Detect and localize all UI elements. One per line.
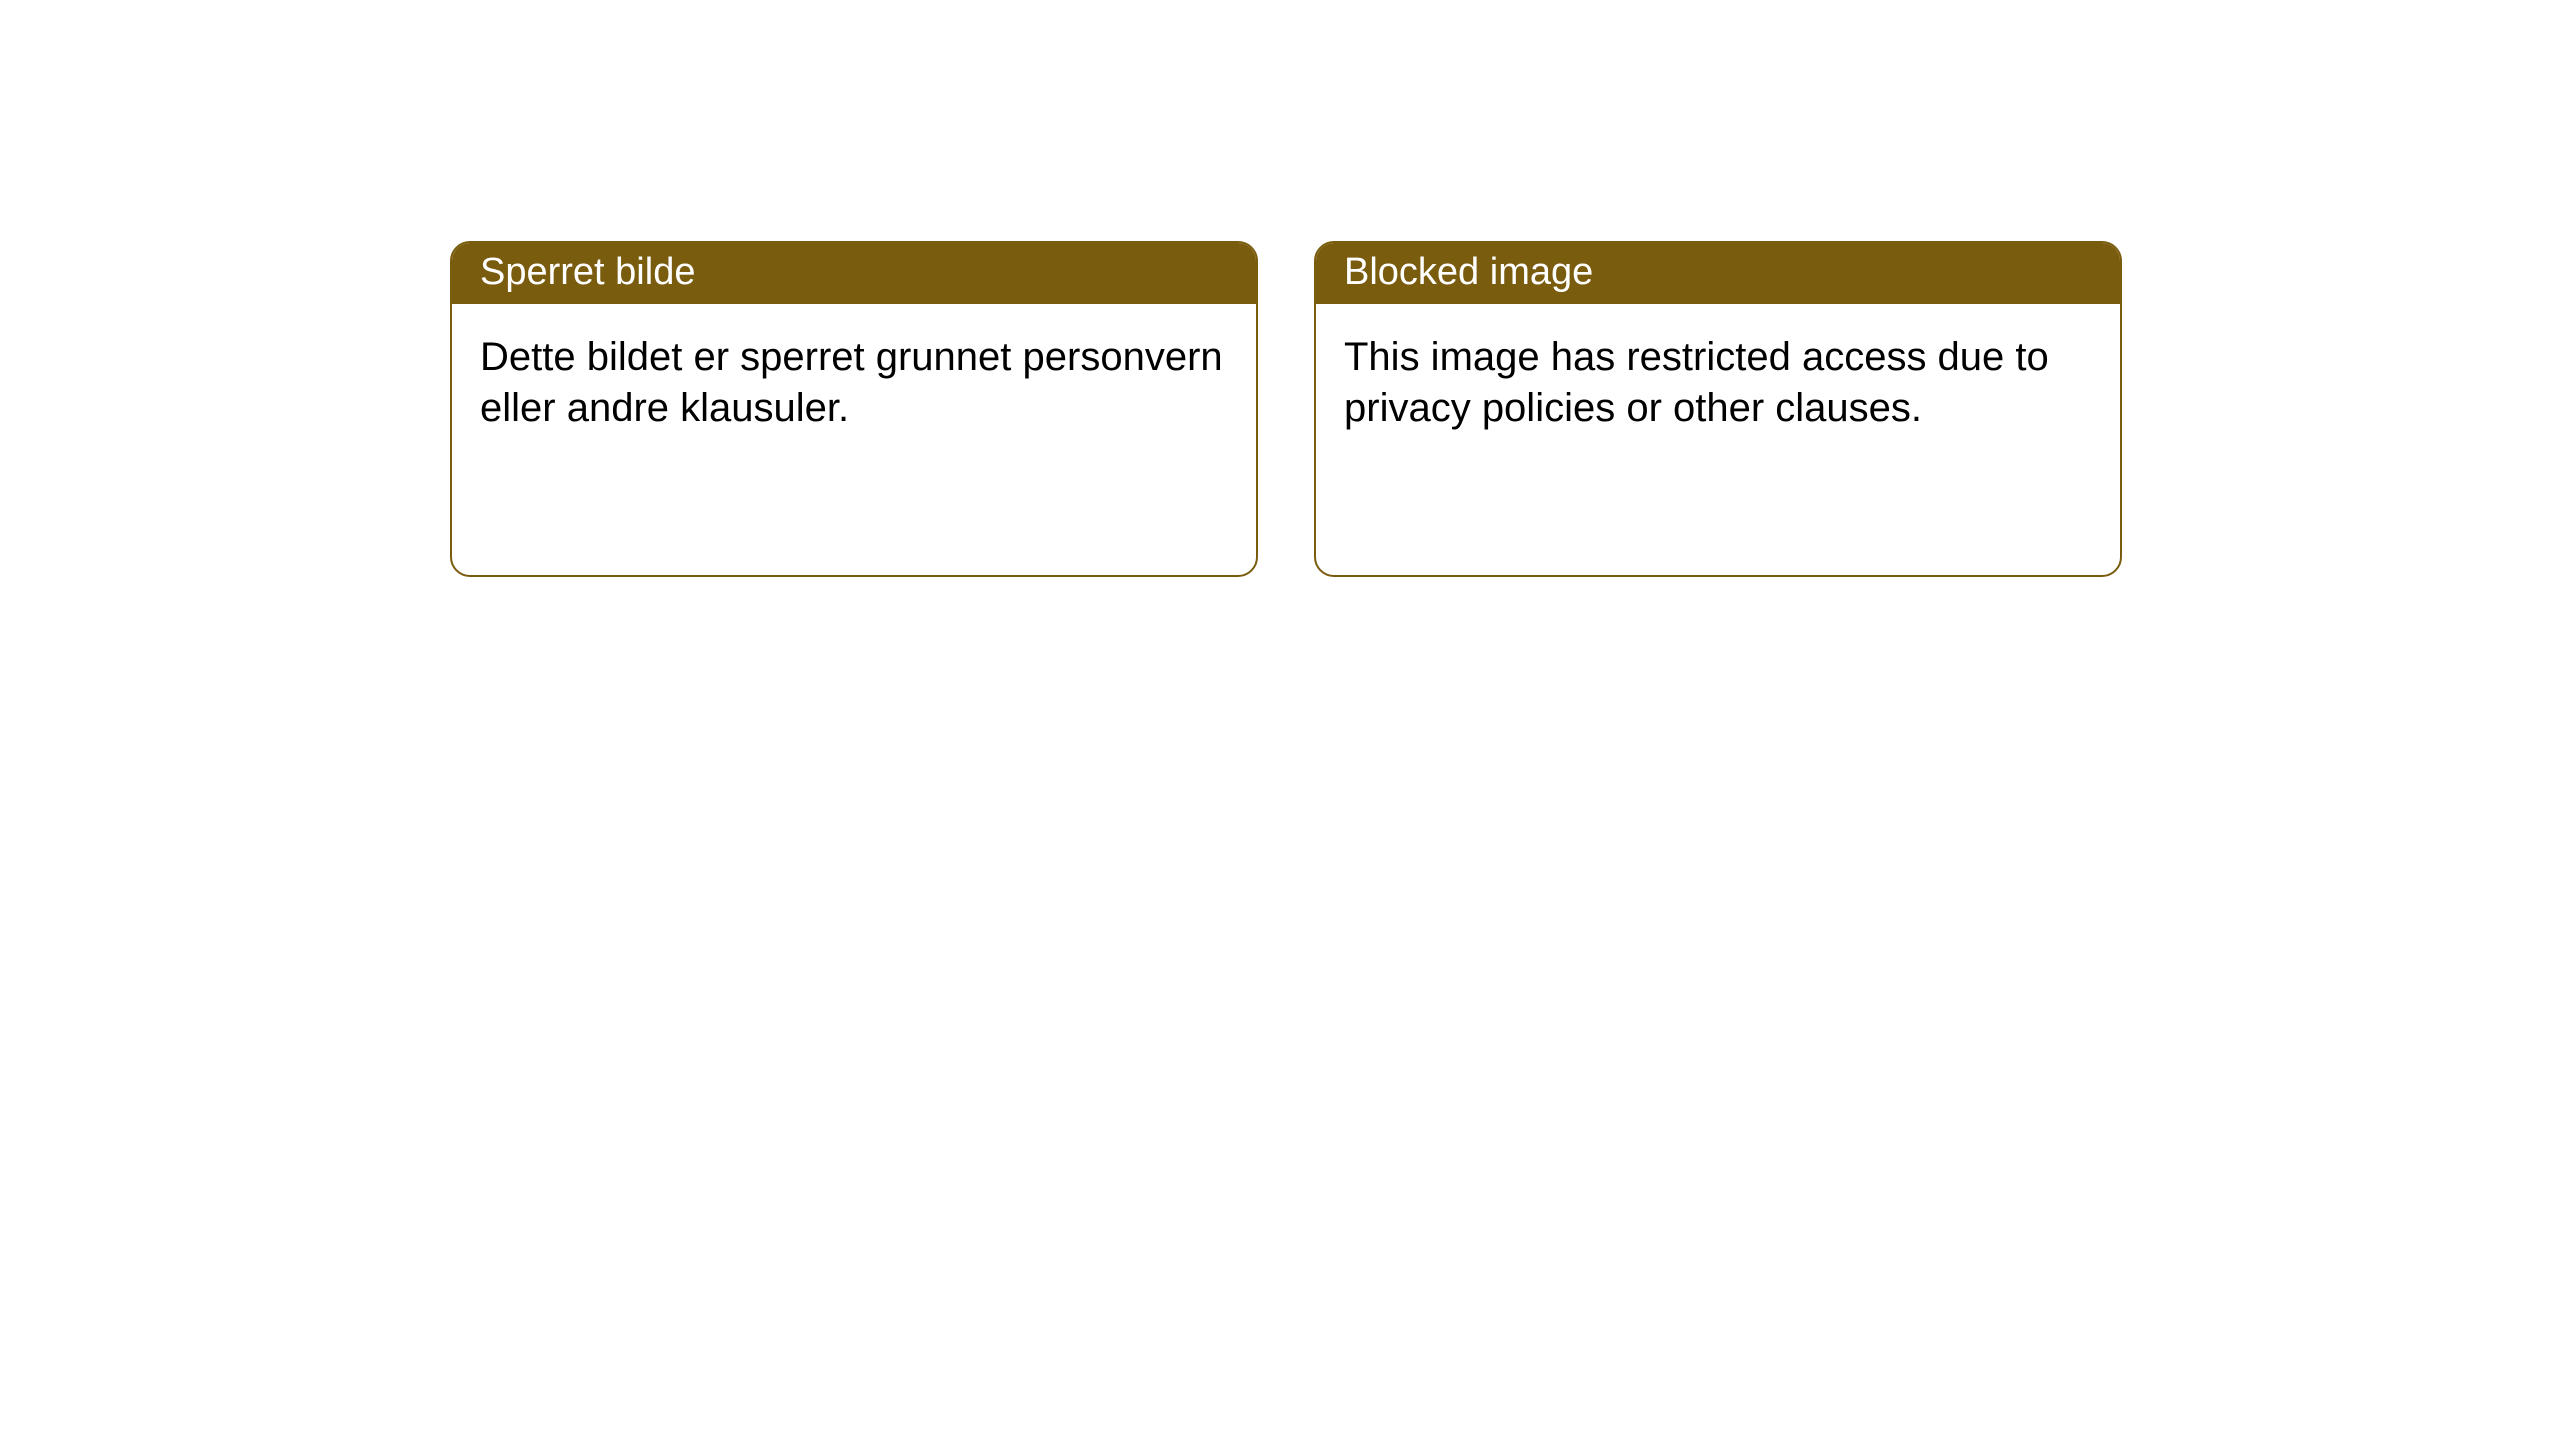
blocked-image-panel-english: Blocked image This image has restricted … [1314,241,2122,577]
panel-header: Sperret bilde [452,243,1256,304]
blocked-image-panel-norwegian: Sperret bilde Dette bildet er sperret gr… [450,241,1258,577]
panel-message: This image has restricted access due to … [1344,335,2049,430]
panel-body: This image has restricted access due to … [1316,304,2120,462]
panel-title: Blocked image [1344,251,1593,293]
panels-container: Sperret bilde Dette bildet er sperret gr… [450,241,2122,577]
panel-body: Dette bildet er sperret grunnet personve… [452,304,1256,462]
panel-title: Sperret bilde [480,251,695,293]
panel-header: Blocked image [1316,243,2120,304]
panel-message: Dette bildet er sperret grunnet personve… [480,335,1223,430]
